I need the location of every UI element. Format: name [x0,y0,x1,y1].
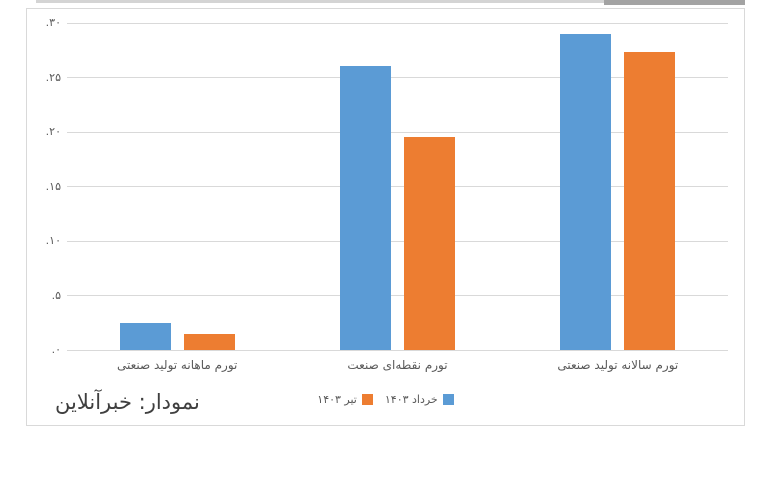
gridline [67,295,728,296]
bar-groups [67,23,728,350]
y-tick-label: .۵ [51,288,61,302]
gridline [67,77,728,78]
bar-group [508,23,728,350]
y-tick-label: .۲۵ [45,70,61,84]
bar-group [287,23,507,350]
source-credit: نمودار: خبرآنلاین [55,390,200,414]
bar [119,322,171,350]
bar [183,333,235,350]
legend-item: تیر ۱۴۰۳ [317,393,373,406]
gridline [67,22,728,24]
gridline [67,240,728,242]
bar-group [67,23,287,350]
bar [624,52,676,350]
bar-chart: .۰ .۵ .۱۰ .۱۵ .۲۰ .۲۵ .۳۰ تورم ماهانه تولید صن… [26,8,745,426]
x-axis-category-labels: تورم ماهانه تولید صنعتی تورم نقطه‌ای صنعت… [67,358,728,373]
legend-label: تیر ۱۴۰۳ [317,393,357,406]
gridline [67,186,728,187]
legend-label: خرداد ۱۴۰۳ [384,393,438,406]
bar [339,65,391,350]
bar [560,33,612,350]
top-border-light [36,0,604,3]
gridline [67,131,728,133]
plot-area [67,22,728,351]
y-tick-label: .۳۰ [45,16,61,29]
category-label: تورم سالانه تولید صنعتی [557,358,679,372]
y-tick-label: .۱۵ [45,179,61,193]
category-label: تورم نقطه‌ای صنعت [347,358,448,372]
y-tick-label: .۰ [51,343,61,356]
y-tick-label: .۲۰ [45,125,61,138]
legend-swatch-icon [361,394,373,405]
gridline [67,349,728,351]
top-border-dark [604,0,745,5]
bar [403,137,455,350]
legend-item: خرداد ۱۴۰۳ [385,393,454,406]
legend-swatch-icon [442,394,454,405]
y-tick-label: .۱۰ [45,234,61,247]
category-label: تورم ماهانه تولید صنعتی [116,358,238,372]
legend: خرداد ۱۴۰۳ تیر ۱۴۰۳ [27,393,744,406]
